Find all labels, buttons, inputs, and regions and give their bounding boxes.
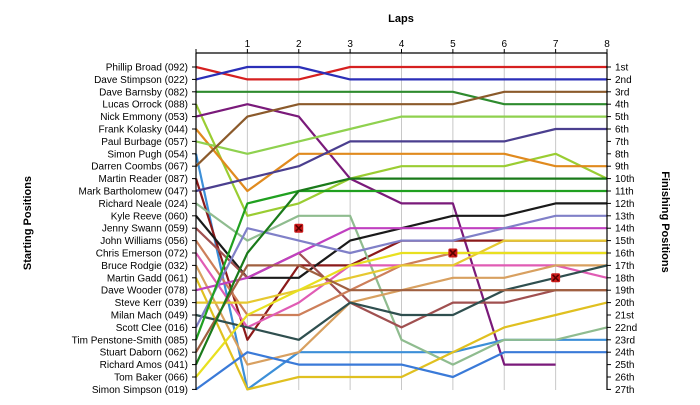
retired-marker [551,273,561,283]
finish-position-label: 3rd [615,87,629,98]
start-position-label: Steve Kerr (039) [115,298,188,309]
series-line [195,264,608,341]
y2-axis-label: Finishing Positions [659,171,671,272]
axes-layer [192,49,611,390]
start-position-label: Stuart Daborn (062) [100,348,188,359]
series-line [195,177,607,366]
finish-position-label: 12th [615,199,634,210]
x-tick-label: 6 [501,39,507,50]
start-position-label: Jenny Swann (059) [102,224,188,235]
retired-marker [294,223,304,233]
start-position-label: Nick Emmony (053) [100,112,188,123]
start-position-label: Simon Pugh (054) [107,149,188,160]
finish-position-label: 20th [615,298,634,309]
finish-position-label: 5th [615,112,629,123]
start-position-label: Mark Bartholomew (047) [79,187,188,198]
finish-position-label: 14th [615,224,634,235]
start-position-label: Darren Coombs (067) [91,162,188,173]
start-position-label: Lucas Orrock (088) [102,100,188,111]
finish-position-label: 22nd [615,323,637,334]
series-line [195,65,607,81]
series-line [195,115,607,155]
series-line [195,127,607,193]
finish-position-label: 11th [615,187,634,198]
x-tick-label: 2 [296,39,302,50]
start-position-label: Bruce Rodgie (032) [101,261,188,272]
finish-position-label: 23rd [615,335,635,346]
finish-position-label: 25th [615,360,634,371]
finish-position-label: 4th [615,100,629,111]
start-position-label: Simon Simpson (019) [92,385,188,396]
finish-position-label: 26th [615,373,634,384]
finish-position-label: 18th [615,273,634,284]
start-position-label: Dave Barnsby (082) [99,87,188,98]
finish-position-label: 15th [615,236,634,247]
series-line [195,103,608,217]
start-position-label: Paul Burbage (057) [101,137,188,148]
series-line [196,90,607,106]
markers-layer [294,223,561,283]
start-position-label: Scott Clee (016) [116,323,188,334]
start-position-label: Dave Stimpson (022) [94,75,188,86]
series-line [195,264,607,353]
start-position-label: Tim Penstone-Smith (085) [72,335,188,346]
series-line [195,277,608,391]
start-position-label: Richard Neale (024) [99,199,189,210]
chart-title: Laps [388,13,414,25]
finish-position-label: 10th [615,174,634,185]
start-position-label: Richard Amos (041) [100,360,188,371]
series-line [195,90,607,167]
series-line [195,251,607,378]
x-tick-label: 4 [399,39,405,50]
start-position-label: Dave Wooder (078) [101,286,188,297]
finish-position-label: 17th [615,261,634,272]
series-line [195,351,607,391]
series-layer [194,65,608,391]
x-tick-labels: 1 2 3 4 5 6 7 8 [245,39,611,50]
series-line [195,128,607,193]
x-tick-label: 7 [553,39,559,50]
start-position-label: Phillip Broad (092) [106,63,188,74]
start-position-label: Martin Reader (087) [99,174,188,185]
start-position-label: Chris Emerson (072) [96,249,188,260]
finish-position-label: 13th [615,211,634,222]
finish-position-label: 16th [615,249,634,260]
finish-position-label: 2nd [615,75,632,86]
finish-position-label: 9th [615,162,629,173]
finish-position-label: 7th [615,137,629,148]
finish-position-label: 27th [615,385,634,396]
x-tick-label: 1 [245,39,251,50]
finish-labels: 1st2nd3rd4th5th6th7th8th9th10th11th12th1… [615,63,637,396]
finish-position-label: 1st [615,63,629,74]
finish-position-label: 19th [615,286,634,297]
start-position-label: Frank Kolasky (044) [99,125,188,136]
x-tick-label: 3 [347,39,353,50]
finish-position-label: 21st [615,311,634,322]
series-line [196,239,607,304]
y-axis-label: Starting Positions [22,176,34,270]
series-line [194,189,607,341]
series-line [195,65,607,81]
start-position-label: Milan Mach (049) [111,311,188,322]
retired-marker [448,248,458,258]
finish-position-label: 8th [615,149,629,160]
start-position-label: John Williams (056) [100,236,188,247]
finish-position-label: 24th [615,348,634,359]
start-position-label: Martin Gadd (061) [107,273,188,284]
x-tick-label: 8 [604,39,610,50]
gridlines [246,53,608,390]
x-tick-label: 5 [450,39,456,50]
series-line [195,227,607,292]
start-position-label: Kyle Reeve (060) [111,211,188,222]
start-labels: Phillip Broad (092)Dave Stimpson (022)Da… [72,63,188,396]
finish-position-label: 6th [615,125,629,136]
start-position-label: Tom Baker (066) [114,373,188,384]
